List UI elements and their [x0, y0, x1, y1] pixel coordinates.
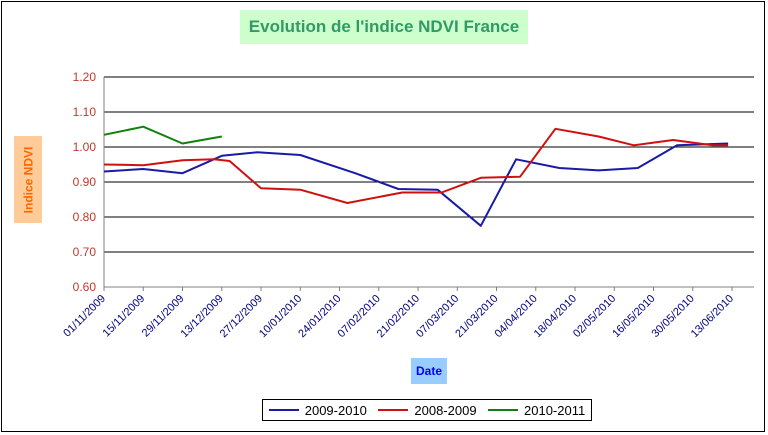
y-tick-label-4: 1.00 — [73, 140, 97, 154]
legend-swatch-2010-2011 — [488, 409, 519, 411]
y-axis-label-box: Indice NDVI — [14, 136, 42, 223]
y-tick-label-1: 0.70 — [73, 245, 97, 259]
legend-label-2010-2011: 2010-2011 — [524, 402, 586, 418]
y-tick-label-5: 1.10 — [73, 105, 97, 119]
legend-label-2008-2009: 2008-2009 — [414, 402, 477, 418]
y-tick-label-2: 0.80 — [73, 210, 97, 224]
x-tick-labels: 01/11/200915/11/200929/11/200913/12/2009… — [61, 293, 736, 340]
series-line-2008-2009 — [103, 127, 729, 204]
legend-item-2008-2009: 2008-2009 — [378, 402, 477, 418]
chart-title: Evolution de l'indice NDVI France — [240, 10, 528, 44]
legend-label-2009-2010: 2009-2010 — [304, 402, 367, 418]
gridlines — [103, 76, 754, 291]
x-tick-label-16: 13/06/2010 — [689, 293, 736, 340]
legend-item-2010-2011: 2010-2011 — [488, 403, 585, 418]
y-tick-label-3: 0.90 — [73, 175, 97, 189]
legend-swatch-2009-2010 — [268, 409, 299, 411]
legend-swatch-2008-2009 — [378, 409, 409, 411]
series-line-2010-2011 — [103, 125, 222, 145]
legend-item-2009-2010: 2009-2010 — [268, 402, 367, 418]
legend: 2009-2010 2008-2009 2010-2011 — [262, 399, 592, 421]
x-axis-label: Date — [411, 358, 447, 384]
y-tick-labels: 0.60 0.70 0.80 0.90 1.00 1.10 1.20 — [73, 70, 97, 294]
series-lines — [103, 125, 729, 227]
y-tick-label-0: 0.60 — [73, 280, 97, 294]
series-line-2009-2010 — [103, 142, 729, 227]
y-tick-label-6: 1.20 — [73, 70, 97, 84]
